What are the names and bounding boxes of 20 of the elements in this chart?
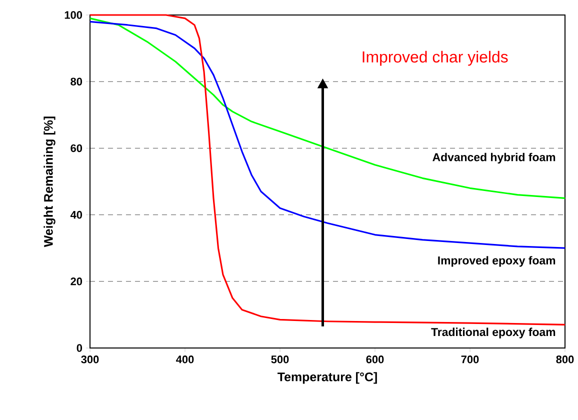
series-label: Traditional epoxy foam	[431, 328, 556, 338]
series-label: Improved epoxy foam	[438, 256, 556, 267]
y-tick-label: 80	[70, 78, 82, 86]
y-tick-label: 20	[70, 278, 82, 286]
annotation: Improved char yields	[362, 50, 508, 66]
line-series	[89, 14, 566, 326]
series-label: Advanced hybrid foam	[432, 152, 556, 164]
x-tick-label: 300	[81, 356, 99, 364]
x-tick-label: 700	[461, 356, 479, 364]
x-tick-label: 600	[366, 356, 384, 364]
line-series	[89, 18, 566, 199]
x-tick-label: 400	[176, 356, 194, 364]
y-tick-label: 60	[70, 144, 82, 152]
x-tick-label: 500	[271, 356, 289, 364]
x-tick-label: 800	[556, 356, 574, 364]
y-tick-label: 0	[76, 344, 82, 352]
x-axis-title: Temperature [°C]	[278, 372, 377, 384]
y-axis-title: Weight Remaining [%]	[44, 116, 56, 248]
y-tick-label: 100	[64, 11, 82, 19]
y-tick-label: 40	[70, 210, 82, 219]
